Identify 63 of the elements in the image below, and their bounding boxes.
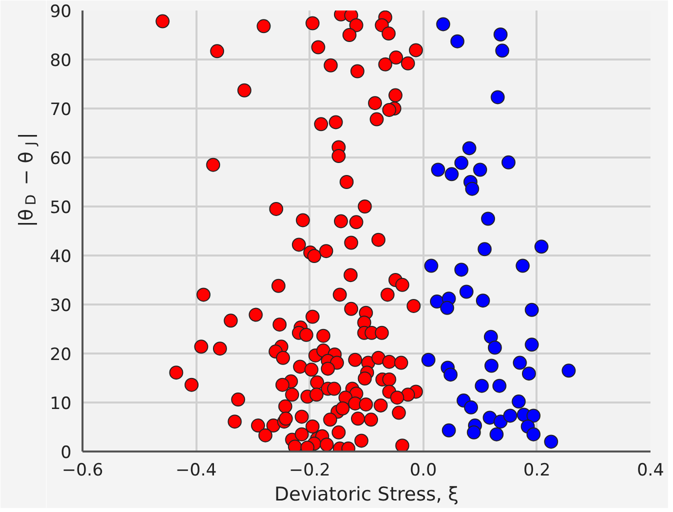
y-axis-title: |θD − θJ| bbox=[16, 132, 40, 228]
point bbox=[476, 294, 490, 308]
point bbox=[482, 410, 497, 425]
point bbox=[484, 358, 498, 373]
point bbox=[522, 366, 536, 381]
point bbox=[431, 162, 446, 177]
point bbox=[526, 408, 540, 423]
point bbox=[494, 28, 508, 42]
point bbox=[474, 378, 489, 393]
point bbox=[484, 330, 498, 344]
y-tick-label: 50 bbox=[50, 198, 72, 218]
point bbox=[465, 182, 480, 196]
point bbox=[421, 352, 436, 367]
x-axis-title: Deviatoric Stress, ξ bbox=[274, 484, 459, 506]
point bbox=[488, 340, 502, 355]
y-tick-label: 70 bbox=[50, 100, 72, 120]
point bbox=[464, 400, 478, 414]
point bbox=[544, 434, 558, 449]
x-tick-label: 0.0 bbox=[410, 460, 437, 480]
y-tick-label: 30 bbox=[50, 296, 72, 316]
point bbox=[481, 212, 496, 226]
point bbox=[454, 156, 468, 170]
point bbox=[524, 338, 539, 352]
point bbox=[444, 368, 458, 382]
point bbox=[430, 294, 444, 309]
point bbox=[524, 302, 539, 317]
point bbox=[512, 394, 526, 409]
point bbox=[492, 378, 506, 393]
x-tick-label: −0.4 bbox=[175, 460, 217, 480]
x-tick-label: −0.6 bbox=[62, 460, 104, 480]
point bbox=[442, 423, 456, 438]
point bbox=[512, 356, 527, 370]
y-tick-label: 60 bbox=[50, 149, 72, 169]
point bbox=[466, 425, 481, 440]
point bbox=[436, 17, 450, 32]
y-tick-label: 0 bbox=[60, 443, 72, 463]
point bbox=[450, 34, 464, 48]
y-tick-label: 10 bbox=[50, 394, 72, 414]
x-tick-label: 0.2 bbox=[523, 460, 550, 480]
point bbox=[503, 408, 518, 423]
point bbox=[494, 414, 508, 429]
point bbox=[562, 364, 576, 378]
point bbox=[454, 262, 468, 277]
point bbox=[440, 300, 454, 315]
point bbox=[526, 427, 540, 442]
point bbox=[473, 162, 488, 177]
x-tick-label: 0.4 bbox=[636, 460, 664, 480]
point bbox=[424, 258, 438, 273]
point bbox=[444, 167, 459, 182]
point bbox=[459, 284, 474, 299]
point bbox=[490, 427, 504, 442]
y-tick-label: 20 bbox=[50, 345, 72, 365]
point bbox=[502, 155, 516, 170]
point bbox=[490, 90, 505, 104]
point bbox=[478, 242, 492, 256]
y-tick-label: 80 bbox=[50, 51, 72, 71]
point bbox=[534, 240, 548, 254]
point bbox=[462, 141, 476, 156]
point bbox=[495, 44, 510, 58]
y-tick-label: 90 bbox=[50, 2, 72, 22]
point bbox=[516, 258, 530, 273]
x-tick-label: −0.2 bbox=[289, 460, 330, 480]
y-tick-label: 40 bbox=[50, 247, 72, 267]
